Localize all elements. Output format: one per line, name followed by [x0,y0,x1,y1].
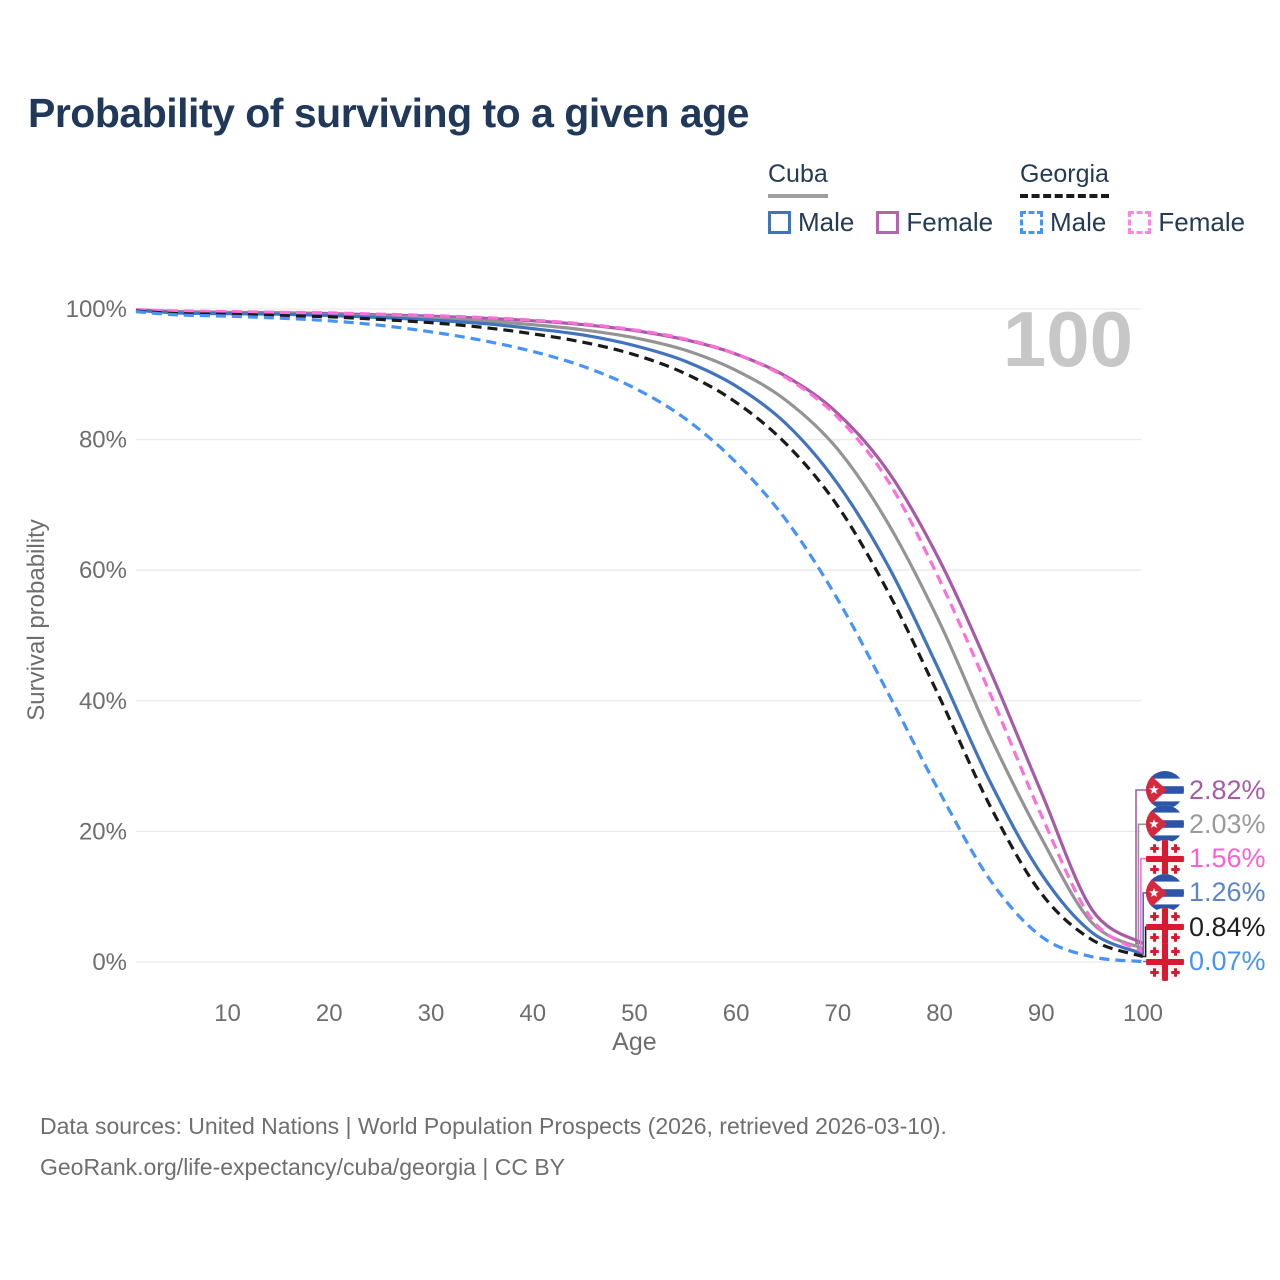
x-tick-label: 100 [1123,1000,1163,1027]
x-tick-label: 10 [214,1000,241,1027]
cuba-flag-icon [1146,805,1184,844]
end-label-cuba-male[interactable]: 1.26% [1146,873,1266,912]
end-label-connector [1140,857,1149,953]
y-tick-label: 0% [92,949,127,976]
end-label-value: 1.26% [1189,877,1266,908]
end-label-value: 2.03% [1189,808,1266,839]
end-label-value: 1.56% [1189,843,1266,874]
y-tick-label: 80% [79,427,127,454]
end-label-value: 0.07% [1189,946,1266,976]
legend-item-cuba-female[interactable]: Female [876,207,993,238]
legend-item-georgia-male[interactable]: Male [1020,207,1106,238]
x-axis-title: Age [612,1028,656,1056]
legend-item-label: Male [798,207,855,237]
georgia-flag-icon [1146,839,1184,878]
legend-swatch [876,211,900,234]
y-tick-label: 100% [66,296,127,323]
legend-swatch [1128,211,1152,234]
end-label-cuba-female[interactable]: 2.82% [1146,771,1266,809]
x-tick-label: 40 [519,1000,546,1027]
series-line-georgia-male[interactable] [135,310,1144,964]
series-line-georgia-female[interactable] [135,308,1144,954]
footer-source-link: GeoRank.org/life-expectancy/cuba/georgia… [40,1154,566,1180]
legend-swatch [1020,211,1043,234]
end-label-connector [1135,789,1149,945]
legend-item-label: Female [1158,207,1246,237]
end-label-cuba[interactable]: 2.03% [1146,805,1266,844]
footer: Data sources: United Nations | World Pop… [40,1106,947,1188]
series-line-cuba-female[interactable] [135,308,1144,945]
x-tick-label: 30 [418,1000,445,1027]
y-tick-label: 20% [79,818,127,845]
x-tick-label: 60 [723,1000,750,1027]
x-tick-label: 20 [316,1000,343,1027]
x-tick-label: 90 [1028,1000,1055,1027]
x-tick-label: 80 [926,1000,953,1027]
x-tick-label: 50 [621,1000,648,1027]
legend-country-cuba[interactable]: Cuba [768,160,828,198]
legend: Cuba Male Female Georgia Male Female [0,0,1280,260]
end-label-value: 0.84% [1189,911,1266,942]
survival-chart: 0% 20% 40% 60% 80% 100% 10 20 30 40 50 60 70 80 90 100 A… [23,295,1163,1056]
hover-age-watermark: 100 [1003,295,1133,383]
legend-item-label: Male [1050,207,1107,237]
footer-data-sources: Data sources: United Nations | World Pop… [40,1113,947,1139]
end-label-value: 2.82% [1189,774,1266,805]
y-tick-label: 60% [79,557,127,584]
y-axis-title: Survival probability [23,519,50,720]
georgia-flag-icon [1146,908,1184,947]
georgia-flag-icon [1146,942,1184,981]
series-line-georgia[interactable] [135,309,1144,959]
y-tick-label: 40% [79,688,127,715]
legend-swatch [768,211,791,234]
legend-country-georgia[interactable]: Georgia [1020,160,1109,198]
end-label-georgia[interactable]: 0.84% [1146,908,1266,947]
cuba-flag-icon [1146,873,1184,912]
page-title: Probability of surviving to a given age [28,90,749,136]
legend-item-label: Female [906,207,994,237]
end-label-georgia-female[interactable]: 1.56% [1146,839,1266,878]
x-tick-label: 70 [824,1000,851,1027]
end-label-georgia-male[interactable]: 0.07% [1146,942,1266,981]
legend-group-cuba: Cuba Male Female [768,160,1015,238]
legend-item-georgia-female[interactable]: Female [1128,207,1245,238]
legend-group-georgia: Georgia Male Female [1020,160,1267,238]
series-line-cuba[interactable] [135,308,1144,951]
legend-item-cuba-male[interactable]: Male [768,207,854,238]
cuba-flag-icon [1146,771,1184,809]
series-line-cuba-male[interactable] [135,308,1144,956]
